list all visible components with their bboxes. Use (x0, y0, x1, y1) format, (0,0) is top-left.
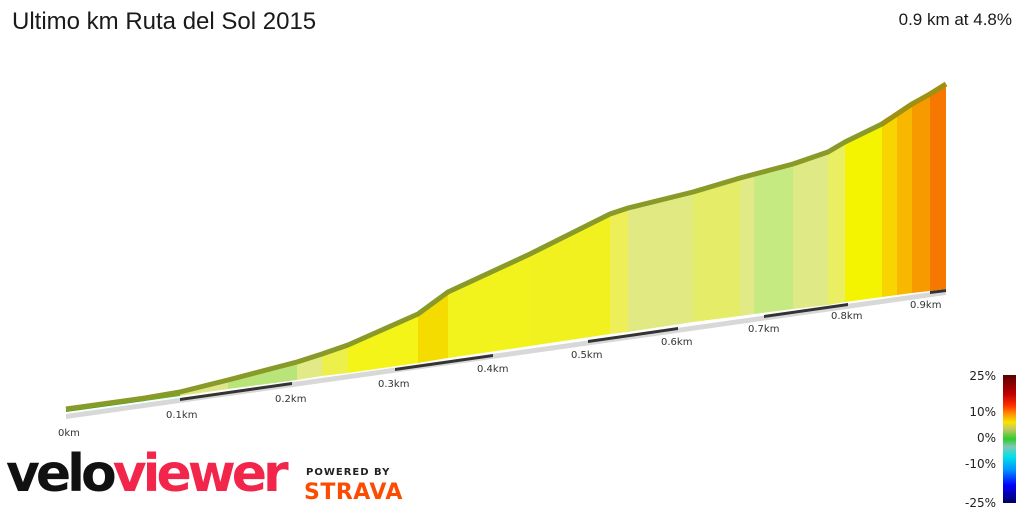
strava-logo[interactable]: STRAVA (304, 480, 403, 505)
logo-viewer: viewer (112, 444, 289, 504)
km-label-0.6: 0.6km (661, 337, 692, 348)
legend-colorbar (1003, 375, 1016, 503)
legend-label-minus10: -10% (965, 457, 996, 471)
km-label-0: 0km (58, 428, 80, 439)
km-label-0.3: 0.3km (378, 379, 409, 390)
profile-top-edge (65, 81, 948, 412)
km-labels: 0km 0.1km 0.2km 0.3km 0.4km 0.5km 0.6km … (58, 300, 941, 439)
page-title: Ultimo km Ruta del Sol 2015 (12, 8, 317, 35)
legend-label-10: 10% (969, 405, 996, 419)
logo-velo: velo (6, 444, 117, 504)
km-label-0.9: 0.9km (910, 300, 941, 311)
km-label-0.5: 0.5km (571, 350, 602, 361)
km-label-0.8: 0.8km (831, 311, 862, 322)
legend-label-minus25: -25% (965, 496, 996, 510)
gradient-segments (66, 84, 946, 412)
legend-label-0: 0% (977, 431, 996, 445)
veloviewer-logo[interactable]: veloviewer (6, 444, 289, 504)
powered-by-label: POWERED BY (306, 467, 391, 478)
climb-summary: 0.9 km at 4.8% (898, 10, 1012, 29)
km-label-0.7: 0.7km (748, 324, 779, 335)
km-label-0.2: 0.2km (275, 394, 306, 405)
km-label-0.1: 0.1km (166, 410, 197, 421)
distance-axis (66, 289, 946, 419)
legend-label-25: 25% (969, 369, 996, 383)
gradient-legend: 25% 10% 0% -10% -25% (965, 369, 1016, 510)
km-label-0.4: 0.4km (477, 364, 508, 375)
